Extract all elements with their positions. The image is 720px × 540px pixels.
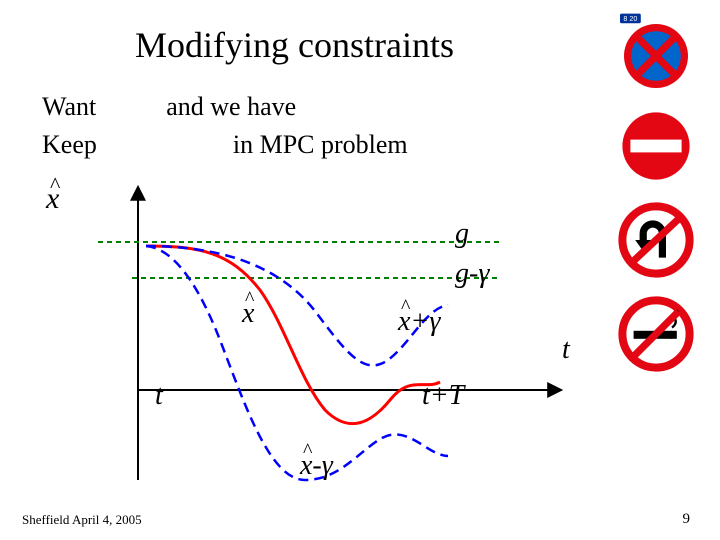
- label-g: g: [455, 218, 469, 250]
- no-smoking-sign-icon: [616, 294, 696, 374]
- page-title: Modifying constraints: [135, 24, 454, 66]
- label-xhat: ^x: [242, 298, 254, 330]
- label-t-plus-T: t+T: [422, 380, 464, 412]
- no-entry-sign-icon: [616, 106, 696, 186]
- slide-number: 9: [683, 511, 691, 528]
- label-xhat-minus-gamma: ^x-γ: [300, 450, 333, 482]
- in-mpc: in MPC problem: [233, 130, 408, 159]
- label-xhat-plus-gamma: ^x+γ: [398, 306, 440, 338]
- statement-line-1: Want and we have: [42, 92, 296, 122]
- no-parking-sign-icon: 8 20: [616, 12, 696, 92]
- sign-column: 8 20: [616, 12, 704, 388]
- footer-venue-date: Sheffield April 4, 2005: [22, 512, 142, 528]
- no-uturn-sign-icon: [616, 200, 696, 280]
- y-axis-label: ^x: [46, 182, 59, 216]
- label-g-minus-gamma: g-γ: [455, 258, 489, 290]
- and-we-have: and we have: [166, 92, 296, 121]
- statement-line-2: Keep in MPC problem: [42, 130, 408, 160]
- label-t-axis: t: [562, 334, 570, 366]
- label-t: t: [155, 380, 163, 412]
- want-word: Want: [42, 92, 96, 121]
- keep-word: Keep: [42, 130, 97, 159]
- svg-text:8 20: 8 20: [623, 14, 637, 23]
